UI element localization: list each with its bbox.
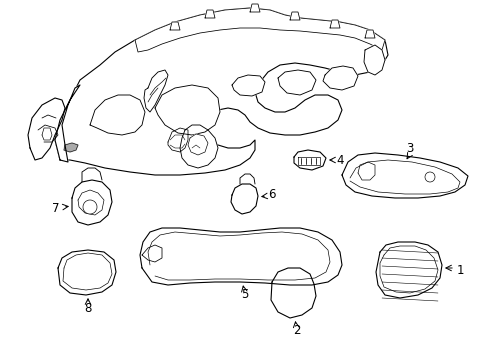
Polygon shape <box>249 4 260 12</box>
Polygon shape <box>28 98 65 160</box>
Polygon shape <box>270 268 315 318</box>
Polygon shape <box>341 153 467 198</box>
Polygon shape <box>364 30 374 38</box>
Text: 7: 7 <box>52 202 60 215</box>
Polygon shape <box>55 85 80 162</box>
Circle shape <box>424 172 434 182</box>
Polygon shape <box>78 190 104 215</box>
Polygon shape <box>58 250 116 295</box>
Polygon shape <box>42 128 52 140</box>
Polygon shape <box>323 66 357 90</box>
Polygon shape <box>140 228 341 285</box>
Polygon shape <box>143 70 168 112</box>
Polygon shape <box>231 75 264 96</box>
Polygon shape <box>293 150 325 170</box>
Polygon shape <box>329 20 339 28</box>
Polygon shape <box>72 180 112 225</box>
Polygon shape <box>142 245 162 262</box>
Polygon shape <box>168 128 187 152</box>
Polygon shape <box>297 157 319 165</box>
Polygon shape <box>357 162 374 180</box>
Polygon shape <box>375 242 441 298</box>
Polygon shape <box>187 134 207 155</box>
Polygon shape <box>204 10 215 18</box>
Polygon shape <box>230 184 258 214</box>
Polygon shape <box>64 143 78 152</box>
Text: 4: 4 <box>336 153 343 166</box>
Polygon shape <box>90 95 145 135</box>
Polygon shape <box>278 70 315 95</box>
Circle shape <box>83 200 97 214</box>
Text: 5: 5 <box>241 288 248 301</box>
Polygon shape <box>135 8 384 52</box>
Polygon shape <box>289 12 299 20</box>
Text: 6: 6 <box>268 189 275 202</box>
Text: 8: 8 <box>84 302 92 315</box>
Text: 2: 2 <box>293 324 300 337</box>
Polygon shape <box>55 8 387 175</box>
Polygon shape <box>363 45 384 75</box>
Polygon shape <box>180 125 218 168</box>
Text: 3: 3 <box>406 141 413 154</box>
Polygon shape <box>170 22 180 30</box>
Polygon shape <box>155 85 220 135</box>
Text: 1: 1 <box>455 264 463 276</box>
